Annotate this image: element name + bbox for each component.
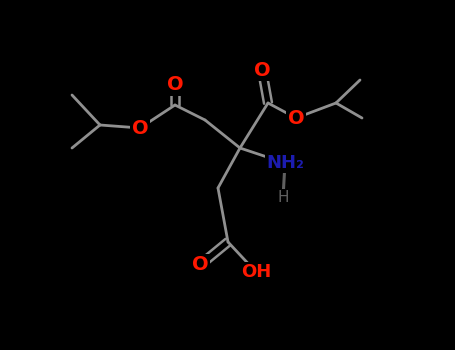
Text: O: O	[254, 61, 270, 79]
Text: H: H	[277, 190, 289, 205]
Text: NH₂: NH₂	[266, 154, 304, 172]
Text: O: O	[131, 119, 148, 138]
Text: O: O	[192, 256, 208, 274]
Text: O: O	[288, 108, 304, 127]
Text: O: O	[167, 76, 183, 94]
Text: OH: OH	[241, 263, 271, 281]
